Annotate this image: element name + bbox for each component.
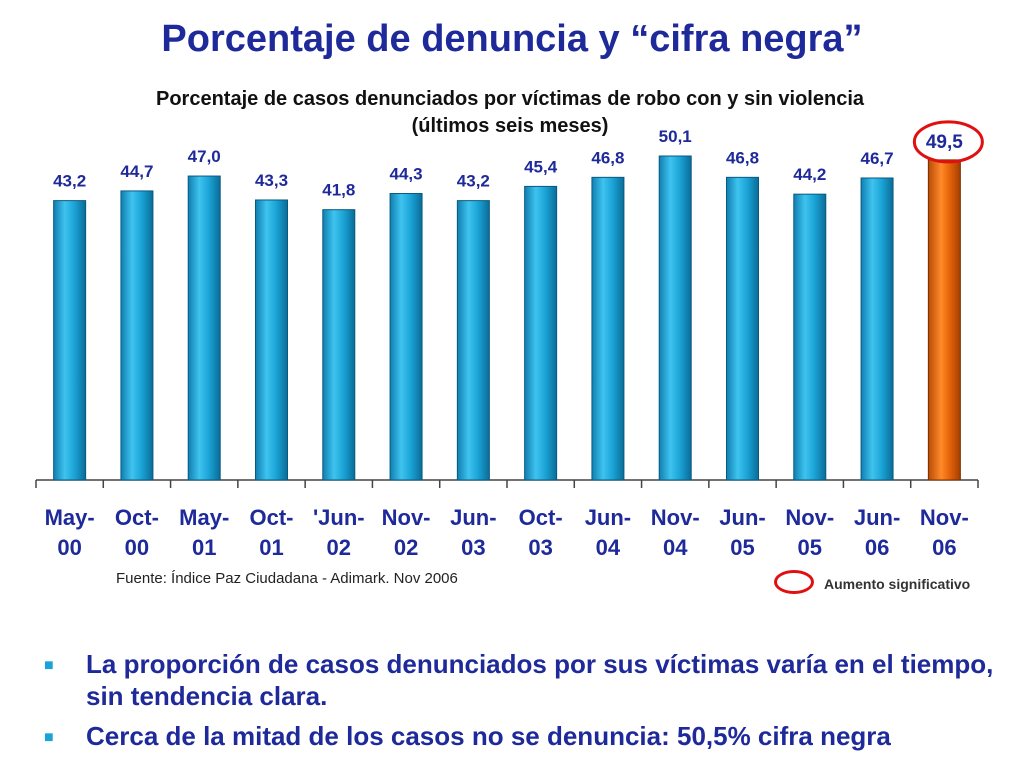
data-label: 43,2 bbox=[53, 172, 86, 191]
bar bbox=[187, 175, 221, 481]
bar bbox=[389, 193, 423, 481]
x-tick-label: May- bbox=[45, 505, 95, 530]
x-tick-label: 'Jun- bbox=[313, 505, 365, 530]
data-label: 43,2 bbox=[457, 172, 490, 191]
data-label: 46,8 bbox=[591, 148, 624, 167]
bar bbox=[524, 185, 558, 481]
x-tick-label: 00 bbox=[125, 535, 149, 560]
source-note: Fuente: Índice Paz Ciudadana - Adimark. … bbox=[116, 570, 458, 587]
x-tick-label: Nov- bbox=[651, 505, 700, 530]
bar bbox=[53, 200, 87, 481]
bar bbox=[726, 176, 759, 481]
chart-subtitle-line1: Porcentaje de casos denunciados por víct… bbox=[156, 88, 864, 110]
bar bbox=[255, 199, 288, 481]
x-tick-label: Nov- bbox=[920, 505, 969, 530]
x-tick-label: 03 bbox=[461, 535, 485, 560]
bar bbox=[793, 193, 827, 481]
square-bullet-icon: ■ bbox=[44, 657, 54, 674]
x-tick-label: 02 bbox=[327, 535, 351, 560]
bar bbox=[927, 159, 961, 481]
bar bbox=[658, 155, 692, 481]
legend-circle-icon bbox=[774, 570, 814, 594]
bullet-text: La proporción de casos denunciados por s… bbox=[86, 649, 994, 711]
bar bbox=[860, 177, 894, 481]
data-label: 46,8 bbox=[726, 148, 759, 167]
data-label: 46,7 bbox=[861, 149, 894, 168]
x-tick-label: Jun- bbox=[854, 505, 900, 530]
x-tick-label: Oct- bbox=[519, 505, 563, 530]
chart-subtitle: Porcentaje de casos denunciados por víct… bbox=[60, 86, 960, 140]
chart-subtitle-line2: (últimos seis meses) bbox=[411, 115, 609, 137]
bullet-item: ■ La proporción de casos denunciados por… bbox=[44, 648, 1004, 712]
square-bullet-icon: ■ bbox=[44, 729, 54, 746]
x-tick-label: 04 bbox=[596, 535, 621, 560]
x-tick-label: Jun- bbox=[719, 505, 765, 530]
bar bbox=[591, 176, 625, 481]
x-tick-label: Nov- bbox=[785, 505, 834, 530]
x-tick-label: 01 bbox=[192, 535, 216, 560]
bullet-item: ■ Cerca de la mitad de los casos no se d… bbox=[44, 720, 1004, 754]
data-label: 50,1 bbox=[659, 127, 692, 146]
x-tick-label: 06 bbox=[865, 535, 889, 560]
data-label: 49,5 bbox=[926, 132, 963, 153]
x-tick-label: Jun- bbox=[450, 505, 496, 530]
page-title: Porcentaje de denuncia y “cifra negra” bbox=[161, 18, 863, 60]
x-tick-label: 02 bbox=[394, 535, 418, 560]
x-tick-label: 00 bbox=[57, 535, 81, 560]
x-tick-label: Jun- bbox=[585, 505, 631, 530]
highlight-circle bbox=[912, 120, 984, 164]
data-label: 44,2 bbox=[793, 165, 826, 184]
data-label: 44,7 bbox=[120, 162, 153, 181]
bullet-list: ■ La proporción de casos denunciados por… bbox=[44, 648, 1004, 762]
x-tick-label: 05 bbox=[730, 535, 754, 560]
x-tick-label: May- bbox=[179, 505, 229, 530]
x-tick-label: 03 bbox=[528, 535, 552, 560]
data-label: 47,0 bbox=[188, 147, 221, 166]
x-tick-label: Oct- bbox=[115, 505, 159, 530]
data-label: 43,3 bbox=[255, 171, 288, 190]
bar bbox=[120, 190, 154, 481]
x-tick-label: 01 bbox=[259, 535, 283, 560]
legend-label: Aumento significativo bbox=[824, 576, 971, 592]
x-tick-label: 04 bbox=[663, 535, 688, 560]
data-label: 44,3 bbox=[390, 165, 423, 184]
bar-chart: 43,2 May- 00 44,7 Oct- 00 47,0 May- 01 43,3 Oct- 01… bbox=[35, 120, 984, 560]
bar bbox=[456, 200, 490, 481]
data-label: 41,8 bbox=[322, 181, 355, 200]
x-tick-label: Oct- bbox=[250, 505, 294, 530]
x-tick-label: 05 bbox=[798, 535, 822, 560]
bar bbox=[322, 209, 356, 481]
x-tick-label: 06 bbox=[932, 535, 956, 560]
data-label: 45,4 bbox=[524, 157, 558, 176]
bullet-text: Cerca de la mitad de los casos no se den… bbox=[86, 721, 891, 751]
x-tick-label: Nov- bbox=[382, 505, 431, 530]
